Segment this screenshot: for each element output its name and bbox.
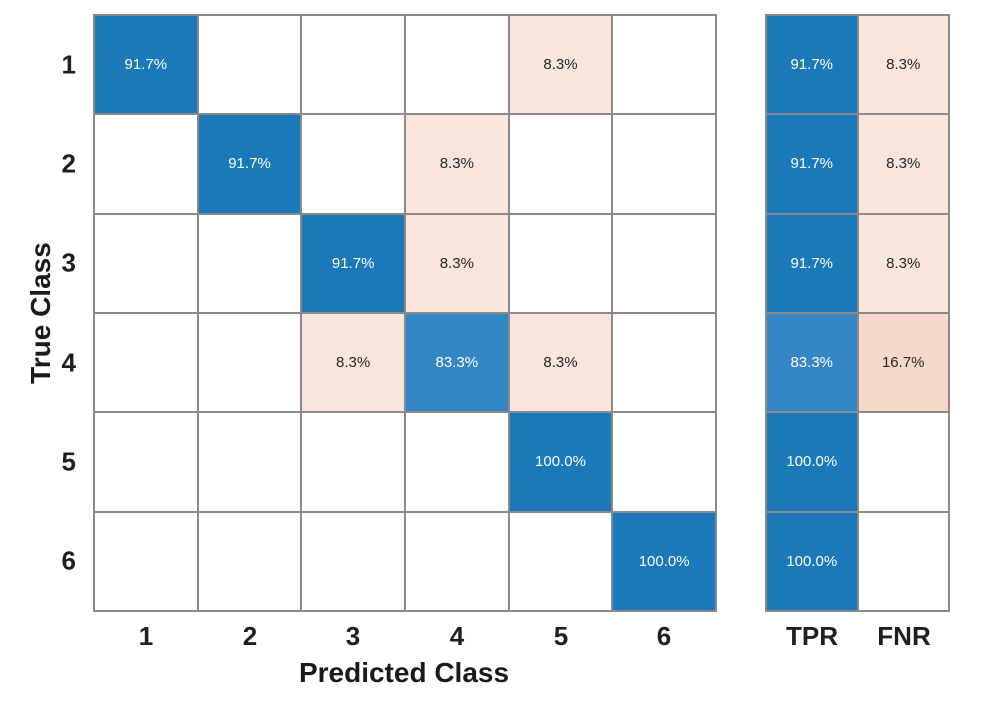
x-tick-1: 1	[138, 621, 154, 651]
matrix-cell: 100.0%	[613, 512, 715, 610]
matrix-cell-empty	[198, 16, 301, 114]
summary-cell: 8.3%	[858, 214, 948, 312]
summary-cell: 91.7%	[767, 214, 857, 312]
matrix-cell-empty	[509, 512, 612, 610]
y-tick-6: 6	[61, 545, 76, 576]
matrix-cell: 8.3%	[509, 314, 612, 412]
matrix-cell: 8.3%	[509, 16, 612, 114]
matrix-cell: 91.7%	[95, 16, 197, 114]
matrix-cell-empty	[302, 16, 404, 114]
tpr-fnr-summary-grid: 91.7% 8.3% 91.7% 8.3% 91.7% 8.3% 83.3% 16.7% 100…	[765, 14, 950, 612]
matrix-cell-empty	[198, 214, 301, 312]
matrix-cell: 100.0%	[509, 413, 612, 511]
x-tick-2: 2	[242, 621, 258, 651]
summary-cell: 16.7%	[858, 314, 948, 412]
matrix-cell-empty	[613, 413, 715, 511]
y-tick-5: 5	[61, 446, 76, 477]
x-tick-3: 3	[345, 621, 361, 651]
matrix-cell-empty	[405, 512, 508, 610]
matrix-cell-empty	[198, 512, 301, 610]
x-tick-5: 5	[553, 621, 569, 651]
summary-cell: 100.0%	[767, 413, 857, 511]
matrix-cell-empty	[613, 16, 715, 114]
x-axis-label: Predicted Class	[298, 657, 510, 688]
summary-cell: 91.7%	[767, 115, 857, 213]
tpr-column-label: TPR	[786, 621, 838, 651]
matrix-cell-empty	[95, 214, 197, 312]
matrix-cell-empty	[509, 214, 612, 312]
matrix-cell: 83.3%	[405, 314, 508, 412]
matrix-cell: 91.7%	[302, 214, 404, 312]
x-tick-4: 4	[449, 621, 465, 651]
y-tick-4: 4	[61, 347, 76, 378]
matrix-cell: 8.3%	[302, 314, 404, 412]
summary-cell-empty	[858, 512, 948, 610]
confusion-matrix-grid: 91.7% 8.3% 91.7% 8.3% 91.7% 8.3% 8.3% 83.3% 8.3%…	[93, 14, 717, 612]
summary-cell: 83.3%	[767, 314, 857, 412]
summary-cell: 8.3%	[858, 115, 948, 213]
matrix-cell-empty	[198, 413, 301, 511]
matrix-cell-empty	[95, 115, 197, 213]
matrix-cell-empty	[613, 214, 715, 312]
matrix-cell-empty	[405, 16, 508, 114]
summary-cell: 91.7%	[767, 16, 857, 114]
matrix-cell-empty	[95, 314, 197, 412]
matrix-cell-empty	[95, 512, 197, 610]
x-tick-6: 6	[656, 621, 672, 651]
y-tick-2: 2	[61, 148, 76, 179]
matrix-cell: 91.7%	[198, 115, 301, 213]
matrix-cell-empty	[613, 115, 715, 213]
y-tick-1: 1	[61, 49, 76, 80]
matrix-cell-empty	[95, 413, 197, 511]
summary-cell: 8.3%	[858, 16, 948, 114]
matrix-cell-empty	[302, 115, 404, 213]
matrix-cell-empty	[613, 314, 715, 412]
summary-cell: 100.0%	[767, 512, 857, 610]
matrix-cell-empty	[198, 314, 301, 412]
matrix-cell-empty	[405, 413, 508, 511]
summary-cell-empty	[858, 413, 948, 511]
y-tick-3: 3	[61, 247, 76, 278]
fnr-column-label: FNR	[877, 621, 931, 651]
matrix-cell: 8.3%	[405, 214, 508, 312]
matrix-cell: 8.3%	[405, 115, 508, 213]
matrix-cell-empty	[302, 512, 404, 610]
matrix-cell-empty	[302, 413, 404, 511]
matrix-cell-empty	[509, 115, 612, 213]
